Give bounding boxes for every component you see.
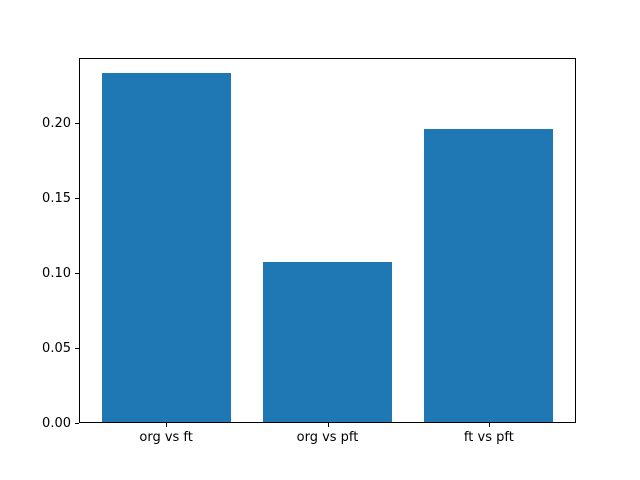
bar-org-vs-pft [262,261,393,422]
y-axis-tick [75,123,79,125]
x-tick-label-2: ft vs pft [463,430,514,445]
x-tick-label-1: org vs pft [296,430,359,445]
x-tick-label-0: org vs ft [139,430,193,445]
x-axis-tick [327,423,329,427]
plot-area [79,58,576,423]
y-axis-tick [75,198,79,200]
y-axis-tick [75,422,79,424]
y-tick-label-1: 0.05 [42,340,71,356]
y-tick-label-3: 0.15 [42,191,71,207]
y-axis-tick [75,347,79,349]
bar-ft-vs-pft [424,128,554,422]
y-tick-label-4: 0.20 [42,116,71,132]
y-axis-tick [75,272,79,274]
bar-org-vs-ft [101,73,231,422]
y-tick-label-0: 0.00 [42,415,71,431]
y-tick-label-2: 0.10 [42,265,71,281]
x-axis-tick [488,423,490,427]
x-axis-tick [166,423,168,427]
